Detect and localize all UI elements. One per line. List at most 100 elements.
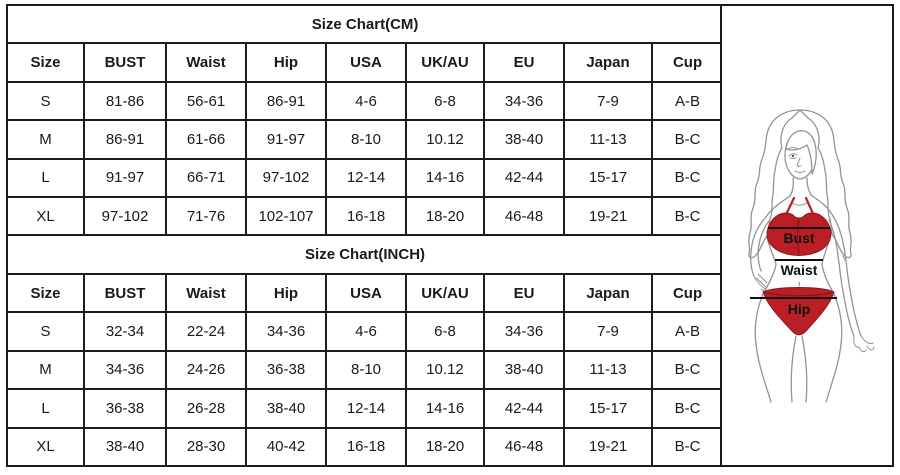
nose — [796, 157, 802, 167]
collarbone — [791, 201, 809, 206]
bust-label: Bust — [783, 230, 814, 246]
table-cell: XL — [6, 196, 85, 237]
table-cell: 8-10 — [325, 119, 407, 160]
table-cell: 91-97 — [245, 119, 327, 160]
table-cell: 16-18 — [325, 196, 407, 237]
table-row: XL 97-102 71-76 102-107 16-18 18-20 46-48 19-21… — [6, 196, 725, 237]
table-cell: 19-21 — [563, 196, 653, 237]
inch-table-body: S 32-34 22-24 34-36 4-6 6-8 34-36 7-9 A-B M 34-36 2… — [6, 311, 725, 468]
table-cell: 15-17 — [563, 157, 653, 199]
header-bust: BUST — [83, 42, 167, 83]
header-row: Size BUST Waist Hip USA UK/AU EU Japan C… — [6, 272, 725, 314]
left-hand — [753, 273, 771, 293]
table-cell: 22-24 — [165, 311, 247, 352]
table-cell: 15-17 — [563, 388, 653, 429]
bikini-waistband — [762, 291, 835, 297]
header-row: Size BUST Waist Hip USA UK/AU EU Japan C… — [6, 42, 725, 83]
measurement-figure-panel: Bust Waist Hip — [720, 4, 894, 467]
table-cell: 10.12 — [405, 349, 485, 391]
table-cell: 38-40 — [483, 349, 565, 391]
header-eu: EU — [483, 272, 565, 314]
table-cell: 102-107 — [245, 196, 327, 237]
table-cell: S — [6, 80, 85, 122]
header-cup: Cup — [650, 272, 725, 314]
table-cell: 4-6 — [325, 311, 407, 352]
header-size: Size — [6, 272, 85, 314]
hair-fringe — [785, 130, 817, 175]
header-cup: Cup — [650, 42, 725, 83]
table-cell: 81-86 — [83, 80, 167, 122]
hair-left — [748, 109, 801, 259]
pupil — [791, 154, 795, 158]
header-size: Size — [6, 42, 85, 83]
table-row: M 86-91 61-66 91-97 8-10 10.12 38-40 11-13 B-C — [6, 119, 725, 160]
inch-table-head: Size Chart(INCH) Size BUST Waist Hip USA… — [5, 234, 725, 314]
bikini-top — [766, 212, 832, 256]
cm-table-body: S 81-86 56-61 86-91 4-6 6-8 34-36 7-9 A-B M 86-91 6… — [6, 80, 725, 237]
table-cell: 34-36 — [483, 311, 565, 352]
table-cell: 12-14 — [325, 157, 407, 199]
table-cell: 28-30 — [165, 426, 247, 468]
table-row: L 36-38 26-28 38-40 12-14 14-16 42-44 15-17 B-C — [6, 388, 725, 429]
waist-label: Waist — [781, 262, 818, 278]
eye — [788, 153, 798, 159]
right-hand — [842, 255, 875, 353]
table-cell: 38-40 — [245, 388, 327, 429]
table-title-row: Size Chart(INCH) — [5, 234, 725, 275]
table-row: S 32-34 22-24 34-36 4-6 6-8 34-36 7-9 A-B — [6, 311, 725, 352]
table-cell: 36-38 — [83, 388, 167, 429]
table-cell: 14-16 — [405, 157, 485, 199]
table-cell: 11-13 — [563, 119, 653, 160]
table-cell: 36-38 — [245, 349, 327, 391]
torso — [762, 237, 835, 295]
table-cell: B-C — [650, 196, 725, 237]
navel — [798, 281, 800, 287]
left-arm — [749, 216, 770, 277]
table-cell: 42-44 — [483, 157, 565, 199]
table-cell: 18-20 — [405, 426, 485, 468]
table-cell: 86-91 — [245, 80, 327, 122]
table-cell: 91-97 — [83, 157, 167, 199]
table-cell: A-B — [650, 80, 725, 122]
header-waist: Waist — [165, 42, 247, 83]
legs — [754, 293, 843, 403]
table-title-row: Size Chart(CM) — [5, 3, 725, 45]
header-usa: USA — [325, 42, 407, 83]
cm-table-title: Size Chart(CM) — [5, 3, 725, 45]
table-cell: 40-42 — [245, 426, 327, 468]
table-cell: 14-16 — [405, 388, 485, 429]
table-cell: 32-34 — [83, 311, 167, 352]
table-row: M 34-36 24-26 36-38 8-10 10.12 38-40 11-13 B-C — [6, 349, 725, 391]
table-cell: 61-66 — [165, 119, 247, 160]
table-cell: B-C — [650, 426, 725, 468]
table-cell: 19-21 — [563, 426, 653, 468]
table-cell: XL — [6, 426, 85, 468]
hair-right — [799, 109, 852, 259]
table-cell: 46-48 — [483, 196, 565, 237]
table-cell: 16-18 — [325, 426, 407, 468]
inch-table-title: Size Chart(INCH) — [5, 234, 725, 275]
hip-label: Hip — [788, 301, 811, 317]
table-cell: 6-8 — [405, 80, 485, 122]
table-cell: 8-10 — [325, 349, 407, 391]
header-japan: Japan — [563, 272, 653, 314]
table-cell: 34-36 — [483, 80, 565, 122]
table-row: XL 38-40 28-30 40-42 16-18 18-20 46-48 19-21 B-C — [6, 426, 725, 468]
cleavage-line — [797, 218, 800, 255]
table-cell: B-C — [650, 349, 725, 391]
header-hip: Hip — [245, 42, 327, 83]
table-cell: 6-8 — [405, 311, 485, 352]
size-chart-table: Size Chart(CM) Size BUST Waist Hip USA U… — [5, 3, 725, 468]
header-ukau: UK/AU — [405, 42, 485, 83]
table-cell: 34-36 — [245, 311, 327, 352]
table-cell: 18-20 — [405, 196, 485, 237]
bikini-bottom — [762, 287, 835, 336]
eyebrow — [787, 147, 799, 150]
table-cell: 97-102 — [245, 157, 327, 199]
header-eu: EU — [483, 42, 565, 83]
table-cell: 26-28 — [165, 388, 247, 429]
table-cell: 42-44 — [483, 388, 565, 429]
table-cell: B-C — [650, 157, 725, 199]
table-cell: B-C — [650, 388, 725, 429]
